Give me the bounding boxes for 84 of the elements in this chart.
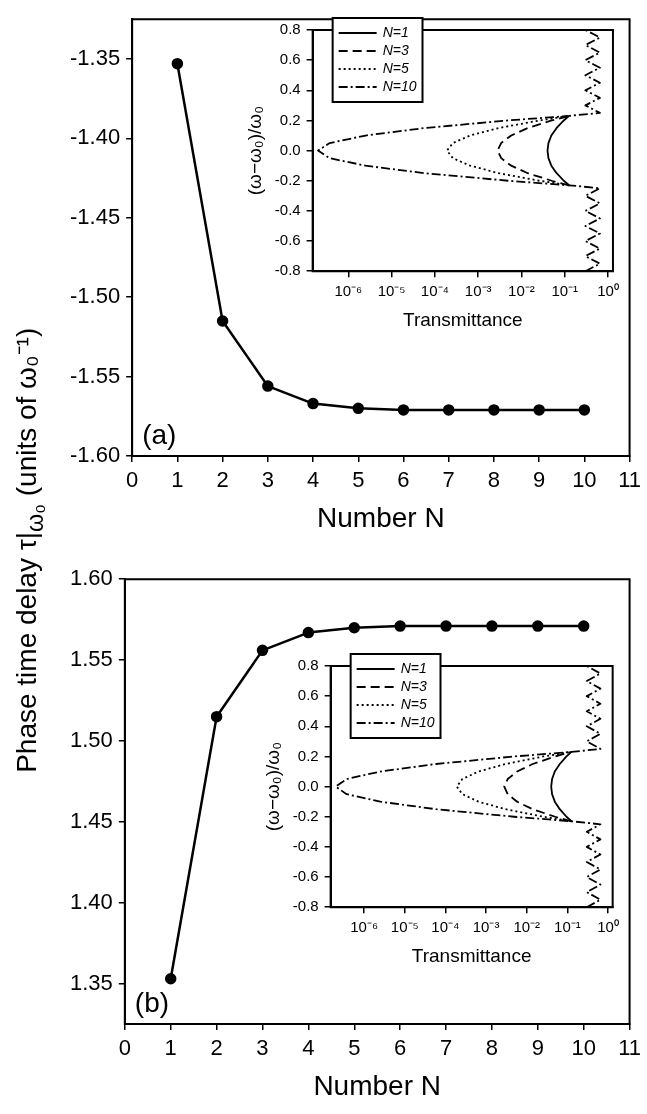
x-tick-label: 10 [571,1035,596,1061]
y-tick-label: -0.6 [274,231,301,249]
x-tick-label: 4 [302,1035,315,1061]
y-tick-label: -1.45 [69,203,121,229]
x-tick-label: 2 [216,467,229,493]
x-tick-label: 8 [487,467,501,493]
y-tick-label: 0.2 [279,110,301,128]
legend-label: N=5 [400,695,427,712]
x-tick-label: 4 [306,467,320,493]
x-axis-title: Transmittance [402,308,523,330]
x-tick-label: 6 [394,1035,407,1061]
x-tick-label: 10⁻⁴ [420,282,449,300]
x-axis-title: Number N [313,1069,441,1101]
y-tick-label: -0.4 [292,837,319,855]
x-tick-label: 0 [118,1035,131,1061]
y-tick-label: 0.6 [297,686,319,704]
x-axis-title: Transmittance [411,944,532,966]
x-tick-label: 7 [442,467,455,493]
y-tick-label: 0.4 [279,80,301,98]
x-tick-label: 0 [126,467,139,493]
y-tick-label: 0.2 [297,746,319,764]
y-tick-label: 0.0 [297,776,319,794]
x-tick-label: 8 [485,1035,499,1061]
legend-label: N=5 [382,59,409,76]
x-tick-label: 11 [618,467,641,493]
y-tick-label: 0.8 [279,20,301,38]
x-tick-label: 3 [261,467,274,493]
y-tick-label: 0.8 [297,656,319,674]
y-axis-title: (ω−ω₀)/ω₀ [261,741,283,832]
x-tick-label: 1 [164,1035,177,1061]
annotation: (b) [134,986,170,1018]
x-tick-label: 10⁻² [508,282,535,300]
y-tick-label: 0.0 [279,140,301,158]
x-tick-label: 10⁻³ [464,282,492,300]
x-tick-label: 5 [352,467,365,493]
y-tick-label: -0.8 [292,897,319,915]
x-tick-label: 6 [397,467,410,493]
x-tick-label: 10⁻⁴ [431,918,460,936]
x-tick-label: 10⁻² [513,918,541,936]
y-tick-label: -0.2 [274,170,301,188]
y-tick-label: -0.8 [274,261,301,279]
y-tick-label: -1.35 [69,44,121,70]
x-tick-label: 10⁰ [597,282,619,300]
x-tick-label: 3 [256,1035,269,1061]
x-tick-label: 11 [618,1035,641,1061]
x-tick-label: 10⁻¹ [554,918,581,936]
x-tick-label: 7 [439,1035,453,1061]
legend-label: N=1 [400,659,427,676]
x-tick-label: 5 [348,1035,361,1061]
y-tick-label: 1.60 [69,565,113,591]
annotation: (a) [142,418,177,450]
y-tick-label: -1.50 [69,283,121,309]
x-tick-label: 10⁻³ [472,918,500,936]
x-tick-label: 1 [171,467,184,493]
legend-label: N=1 [382,23,409,40]
x-tick-label: 10⁻⁵ [377,282,406,300]
y-tick-label: 1.35 [69,969,113,995]
x-tick-label: 10⁻⁵ [390,918,419,936]
y-tick-label: -1.60 [69,442,121,468]
legend-label: N=3 [400,677,427,694]
y-tick-label: 0.6 [279,50,301,68]
x-tick-label: 10⁰ [597,918,619,936]
x-tick-label: 2 [210,1035,223,1061]
legend-label: N=10 [382,77,417,94]
y-tick-label: 1.55 [69,646,113,672]
x-tick-label: 9 [533,467,546,493]
y-tick-label: -1.55 [69,362,121,388]
y-tick-label: 1.45 [69,807,113,833]
y-tick-label: -0.4 [274,201,301,219]
legend-label: N=10 [400,713,435,730]
x-tick-label: 9 [531,1035,544,1061]
y-tick-label: 1.40 [69,888,113,914]
y-tick-label: 1.50 [69,727,113,753]
y-axis-title: (ω−ω₀)/ω₀ [243,105,265,196]
x-tick-label: 10⁻⁶ [334,282,363,300]
x-axis-title: Number N [317,501,445,533]
y-tick-label: -0.6 [292,867,319,885]
x-tick-label: 10 [572,467,597,493]
y-tick-label: 0.4 [297,716,319,734]
x-tick-label: 10⁻¹ [551,282,579,300]
legend-label: N=3 [382,41,409,58]
y-tick-label: -1.40 [69,124,121,150]
y-tick-label: -0.2 [292,806,319,824]
x-tick-label: 10⁻⁶ [350,918,379,936]
